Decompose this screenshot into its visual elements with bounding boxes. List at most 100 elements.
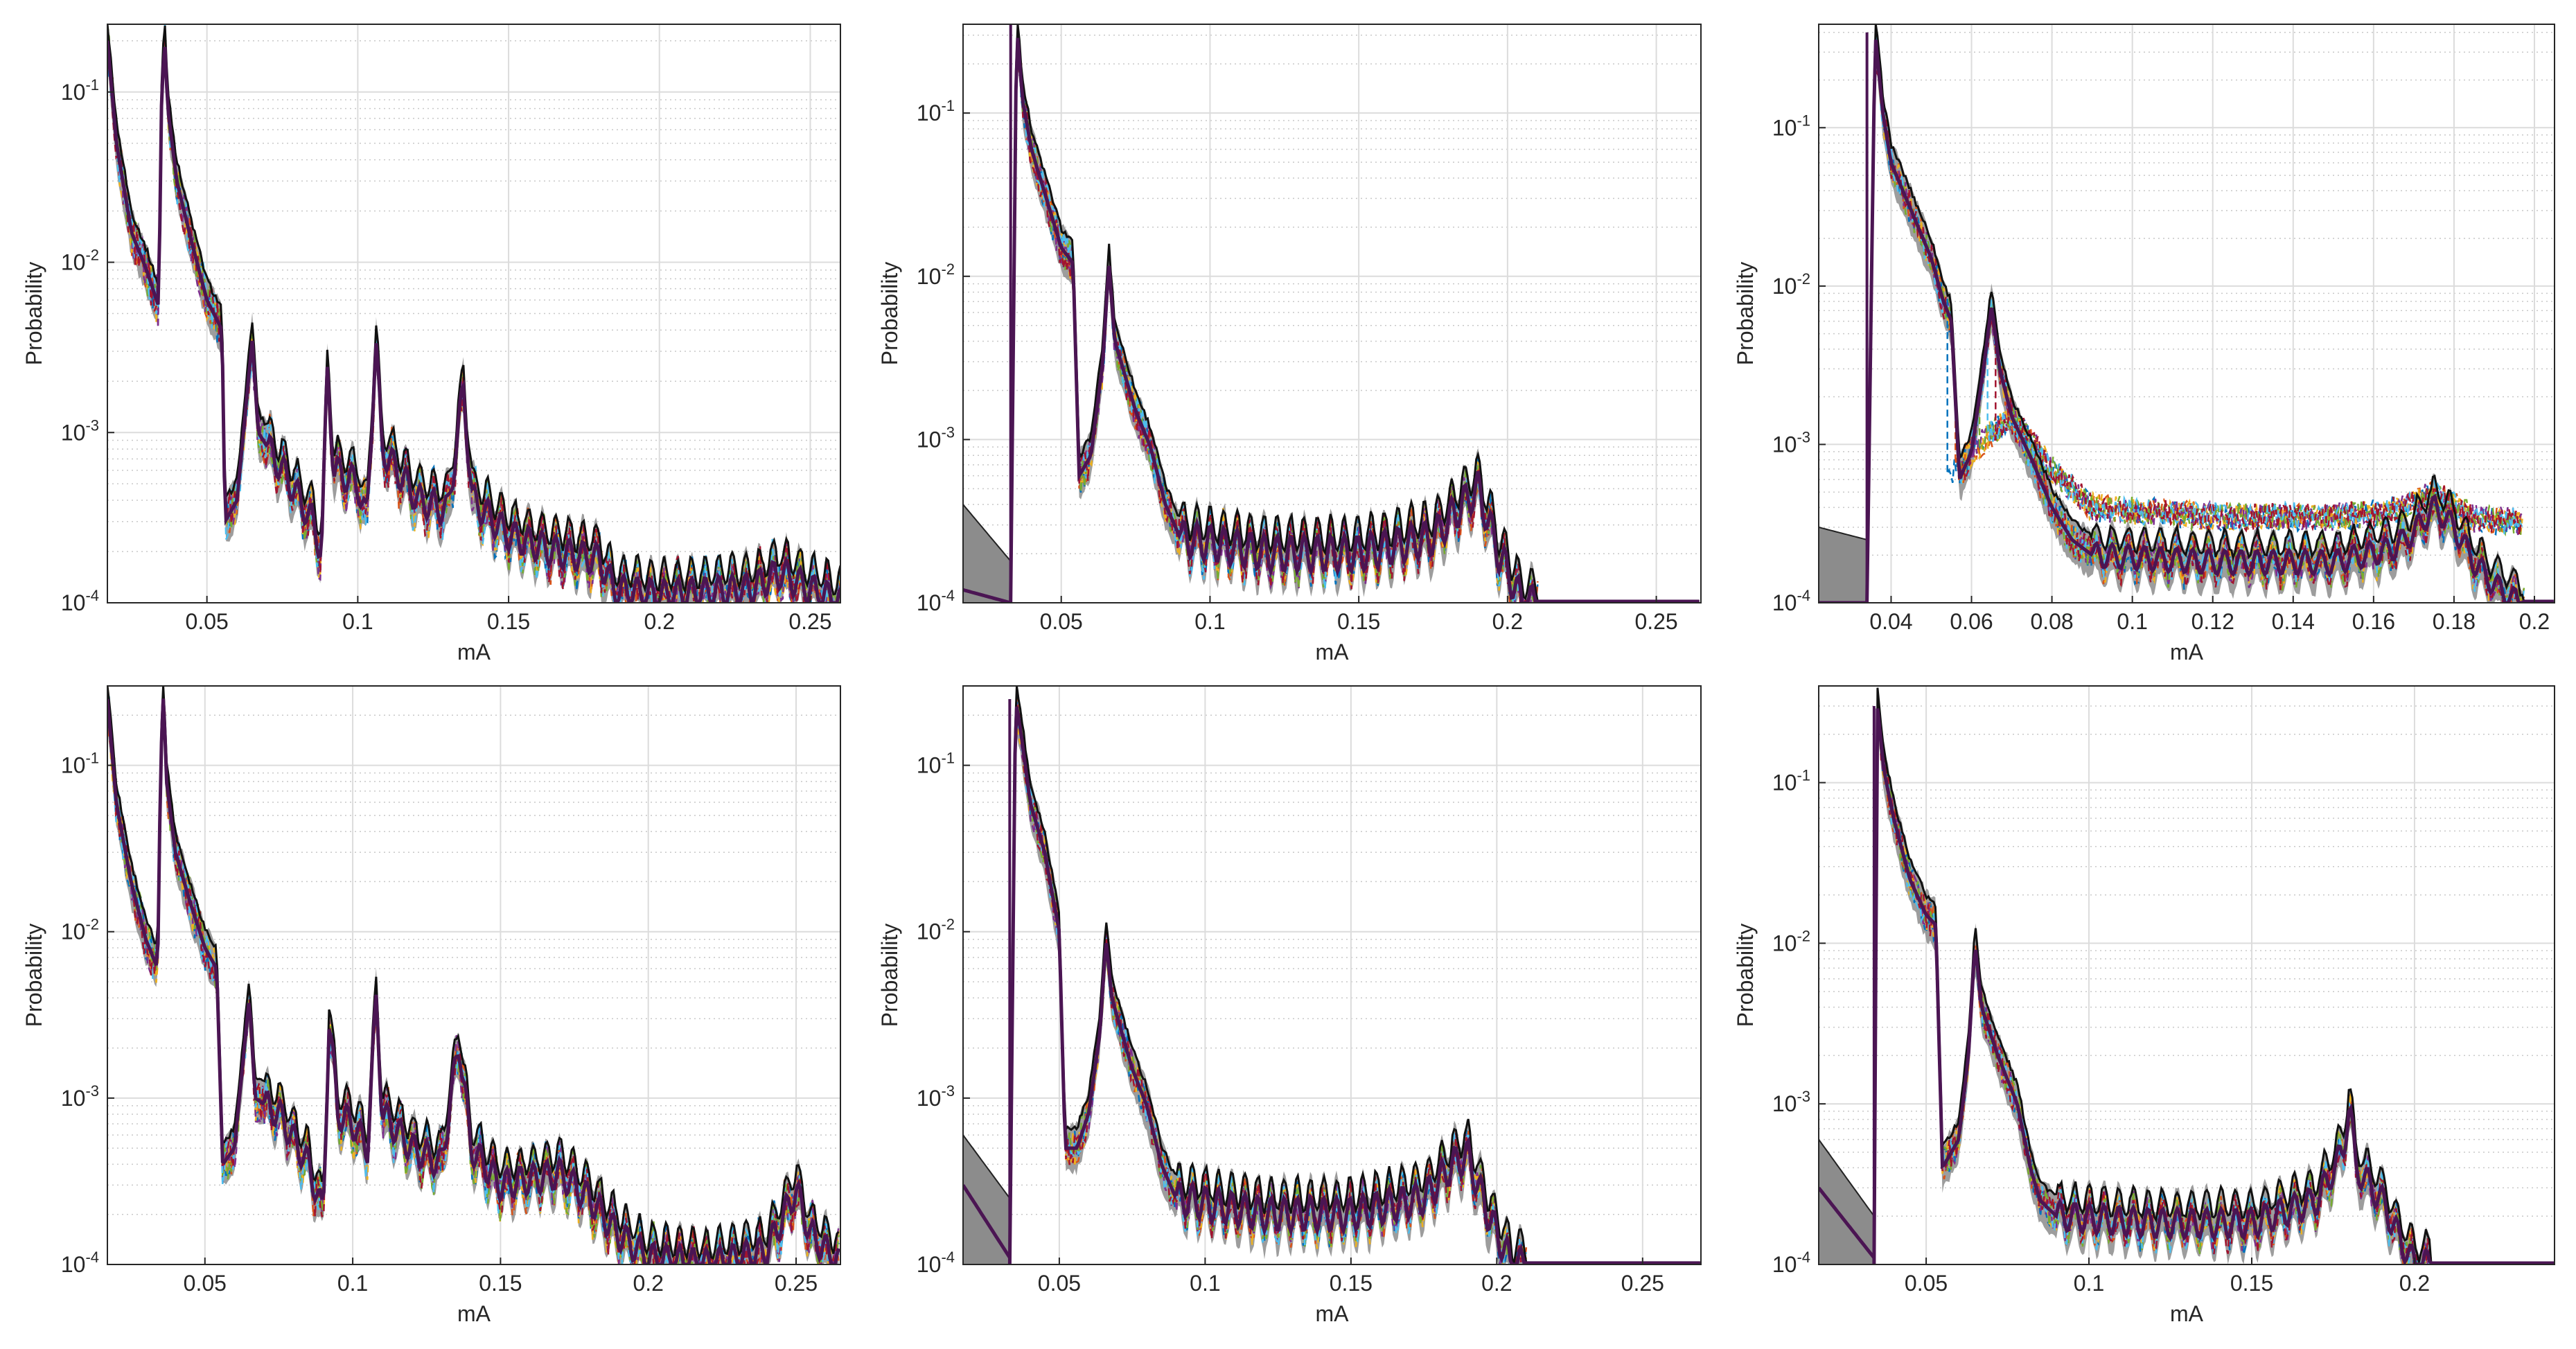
mean-line	[1872, 708, 2554, 1264]
x-tick-label: 0.25	[1621, 1271, 1664, 1296]
upper-envelope-line	[107, 686, 840, 1262]
x-tick-label: 0.15	[487, 609, 530, 634]
x-axis-label: mA	[1316, 640, 1350, 664]
y-tick-label: 10-1	[61, 76, 99, 105]
y-tick-label: 10-4	[917, 587, 955, 615]
y-tick-label: 10-1	[1772, 767, 1810, 795]
outlier-trace-1	[1946, 299, 2523, 538]
sample-trace-2	[107, 45, 840, 603]
mean-line	[1009, 37, 1700, 603]
y-tick-label: 10-3	[917, 1082, 955, 1111]
y-axis: 10-4 10-3 10-2 10-1 Probability	[1733, 112, 1826, 615]
y-axis-label: Probability	[21, 262, 46, 365]
chart-panel-bottom-right: 0.05 0.1 0.15 0.2 mA 10-4 10-3 10-2 10-1 Probabil…	[1733, 685, 2555, 1326]
x-tick-label: 0.2	[644, 609, 675, 634]
x-tick-label: 0.25	[775, 1271, 818, 1296]
chart-panel-bottom-middle: 0.05 0.1 0.15 0.2 0.25 mA 10-4 10-3 10-2 10-1 Prob…	[877, 685, 1702, 1326]
low-range-band	[963, 1134, 1011, 1264]
upper-envelope-line	[107, 24, 840, 596]
x-tick-label: 0.16	[2352, 609, 2395, 634]
data-layer	[963, 24, 1700, 603]
low-range-band	[963, 503, 1012, 603]
plot-area	[963, 686, 1701, 1264]
grid	[107, 24, 840, 603]
x-axis: 0.05 0.1 0.15 0.2 0.25 mA	[1040, 596, 1678, 664]
y-tick-label: 10-4	[61, 587, 99, 615]
x-tick-label: 0.2	[1492, 609, 1523, 634]
outlier-trace-6	[1986, 324, 2523, 534]
x-axis: 0.04 0.06 0.08 0.1 0.12 0.14 0.16 0.18 0.2 mA	[1869, 596, 2550, 664]
x-tick-label: 0.06	[1950, 609, 1993, 634]
y-tick-label: 10-4	[917, 1249, 955, 1277]
x-tick-label: 0.15	[2230, 1271, 2273, 1296]
mean-line	[107, 40, 840, 603]
y-axis: 10-4 10-3 10-2 10-1 Probability	[21, 750, 114, 1277]
x-axis-label: mA	[1316, 1301, 1350, 1326]
x-tick-label: 0.15	[1337, 609, 1380, 634]
y-tick-label: 10-4	[1772, 1249, 1810, 1277]
x-tick-label: 0.25	[788, 609, 831, 634]
sample-trace-6	[107, 24, 840, 603]
axes-box	[107, 24, 841, 603]
y-tick-label: 10-2	[917, 916, 955, 944]
grid	[1819, 24, 2555, 603]
y-axis-label: Probability	[1733, 262, 1758, 365]
chart-panel-top-middle: 0.05 0.1 0.15 0.2 0.25 mA 10-4 10-3 10-2 10-1 Prob…	[877, 24, 1702, 664]
x-tick-label: 0.2	[2519, 609, 2550, 634]
mean-line	[107, 698, 840, 1264]
y-tick-label: 10-2	[1772, 270, 1810, 299]
x-tick-label: 0.04	[1869, 609, 1912, 634]
chart-panel-top-left: 0.05 0.1 0.15 0.2 0.25 mA 10-4 10-3 10-2 10-1 Prob…	[21, 24, 841, 664]
sample-trace-7	[107, 26, 840, 603]
sample-trace-5	[1009, 707, 1526, 1264]
low-range-band	[1819, 526, 1868, 603]
mean-line	[1007, 706, 1700, 1264]
y-tick-label: 10-3	[1772, 1088, 1810, 1116]
axes-box	[962, 685, 1702, 1265]
x-tick-label: 0.1	[1190, 1271, 1220, 1296]
data-layer	[1819, 24, 2554, 603]
x-tick-label: 0.05	[184, 1271, 227, 1296]
sample-trace-4	[107, 24, 840, 603]
low-range-band	[1819, 1138, 1875, 1264]
x-tick-label: 0.1	[2117, 609, 2147, 634]
chart-grid: 0.05 0.1 0.15 0.2 0.25 mA 10-4 10-3 10-2 10-1 Prob…	[21, 24, 2555, 1326]
x-axis: 0.05 0.1 0.15 0.2 0.25 mA	[1038, 1258, 1664, 1326]
x-tick-label: 0.05	[1038, 1271, 1081, 1296]
x-tick-label: 0.05	[1905, 1271, 1948, 1296]
chart-panel-bottom-left: 0.05 0.1 0.15 0.2 0.25 mA 10-4 10-3 10-2 10-1 Prob…	[21, 685, 841, 1326]
y-tick-label: 10-3	[1772, 428, 1810, 457]
x-tick-label: 0.05	[1040, 609, 1083, 634]
mean-line	[1865, 39, 2554, 603]
x-tick-label: 0.1	[1194, 609, 1225, 634]
y-tick-label: 10-3	[61, 416, 99, 445]
axes-box	[1818, 24, 2555, 603]
outlier-trace-7	[1995, 324, 2523, 536]
low-range-mean-line	[963, 1184, 1012, 1259]
x-tick-label: 0.25	[1634, 609, 1677, 634]
y-axis: 10-4 10-3 10-2 10-1 Probability	[1733, 767, 1826, 1277]
y-tick-label: 10-1	[1772, 112, 1810, 140]
y-tick-label: 10-2	[1772, 927, 1810, 955]
sample-trace-6	[1873, 717, 2431, 1264]
x-axis: 0.05 0.1 0.15 0.2 0.25 mA	[186, 596, 832, 664]
x-tick-label: 0.18	[2433, 609, 2476, 634]
low-range-mean-line	[1819, 1186, 1876, 1259]
x-axis-label: mA	[2170, 640, 2204, 664]
y-axis-label: Probability	[21, 924, 46, 1027]
x-axis-label: mA	[457, 640, 491, 664]
sample-trace-5	[107, 703, 840, 1264]
y-tick-label: 10-2	[917, 261, 955, 289]
x-tick-label: 0.2	[1481, 1271, 1512, 1296]
grid	[963, 686, 1701, 1265]
y-tick-label: 10-3	[917, 423, 955, 452]
upper-envelope-line	[1866, 24, 2554, 603]
plot-area	[1819, 686, 2555, 1264]
data-layer	[107, 686, 840, 1264]
axes-box	[1818, 685, 2555, 1265]
x-tick-label: 0.1	[342, 609, 373, 634]
data-layer	[1819, 686, 2554, 1264]
y-tick-label: 10-2	[61, 247, 99, 275]
x-tick-label: 0.2	[633, 1271, 663, 1296]
